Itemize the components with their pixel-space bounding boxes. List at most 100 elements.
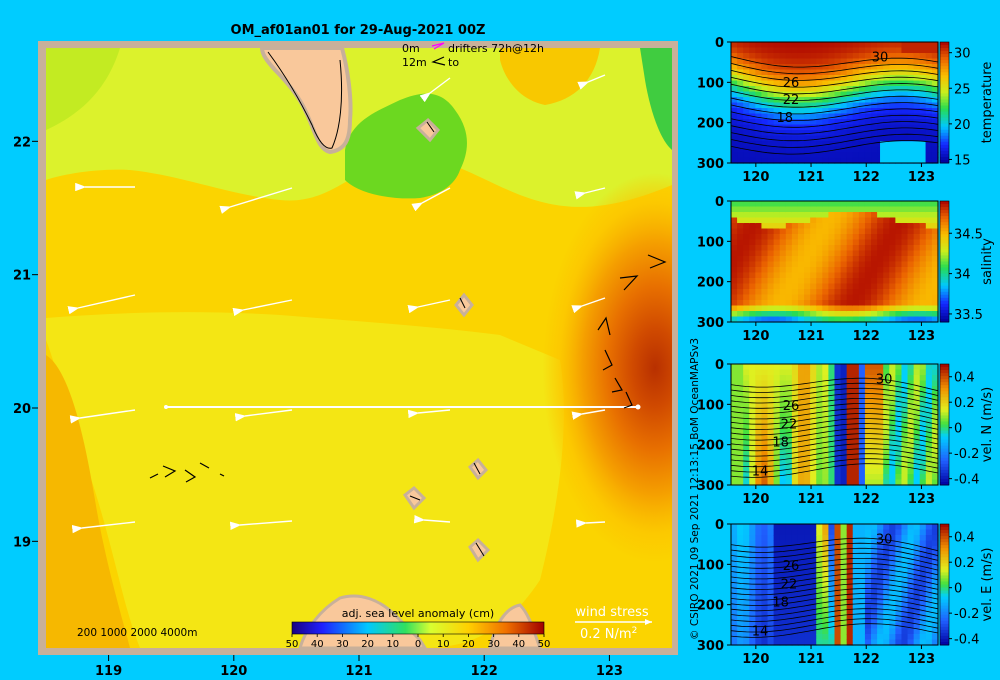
section-cell: [773, 80, 781, 87]
section-cell: [785, 441, 793, 448]
section-cell: [816, 479, 823, 486]
section-cell: [755, 375, 763, 382]
colorbar-tick-label: 10: [437, 639, 450, 650]
section-cell: [761, 364, 769, 371]
section-cell: [810, 524, 817, 531]
section-cell: [907, 601, 915, 608]
contour-label: 18: [772, 595, 789, 610]
colorbar-tick-label: 10: [386, 639, 399, 650]
section-cell: [797, 612, 805, 619]
section-cell: [761, 380, 769, 387]
section-cell: [767, 157, 775, 164]
section-y-tick-label: 100: [697, 558, 724, 573]
section-cell: [858, 234, 866, 241]
section-colorbar-cell: [940, 391, 949, 395]
section-cell: [913, 135, 921, 142]
section-cell: [931, 289, 939, 296]
section-cell: [749, 250, 756, 257]
section-cell: [858, 617, 866, 624]
section-cell: [846, 573, 854, 580]
section-cell: [773, 562, 781, 569]
section-cell: [852, 113, 860, 120]
section-cell: [816, 419, 823, 426]
section-cell: [761, 316, 769, 323]
section-cell: [737, 430, 744, 437]
section-cell: [901, 108, 909, 115]
section-cell: [834, 228, 842, 235]
section-cell: [737, 53, 744, 60]
section-cell: [767, 239, 775, 246]
section-cell: [816, 546, 823, 553]
section-cell: [919, 419, 927, 426]
svg-text:0.2 N/m2: 0.2 N/m2: [580, 626, 637, 642]
section-cell: [828, 223, 836, 230]
section-cell: [810, 141, 817, 148]
section-colorbar-cell: [940, 373, 949, 377]
section-cell: [913, 634, 921, 641]
section-cell: [925, 402, 933, 409]
section-cell: [889, 573, 896, 580]
section-colorbar-cell: [940, 66, 949, 70]
section-cell: [749, 375, 756, 382]
section-cell: [791, 278, 799, 285]
section-cell: [907, 540, 915, 547]
section-cell: [919, 119, 927, 126]
section-cell: [743, 223, 750, 230]
section-colorbar-cell: [940, 57, 949, 61]
section-cell: [919, 206, 927, 213]
section-cell: [755, 135, 763, 142]
section-cell: [767, 408, 775, 415]
section-cell: [864, 468, 872, 475]
section-colorbar-cell: [940, 608, 949, 613]
section-cell: [773, 408, 781, 415]
section-cell: [840, 75, 848, 82]
section-cell: [877, 130, 884, 137]
section-cell: [901, 239, 909, 246]
contour-line: [730, 588, 939, 601]
section-cell: [840, 305, 848, 312]
section-cell: [858, 590, 866, 597]
section-cell: [925, 130, 933, 137]
section-cell: [834, 245, 842, 252]
section-cell: [810, 397, 817, 404]
section-cell: [895, 228, 903, 235]
section-cell: [834, 606, 842, 613]
section-cell: [755, 562, 763, 569]
section-cell: [822, 391, 830, 398]
section-cell: [828, 311, 836, 318]
section-colorbar-cell: [940, 382, 949, 386]
section-cell: [791, 80, 799, 87]
section-cell: [797, 316, 805, 323]
section-cell: [858, 639, 866, 646]
section-cell: [797, 300, 805, 307]
section-colorbar-cell: [940, 84, 949, 88]
section-cell: [925, 135, 933, 142]
section-cell: [828, 623, 836, 630]
section-cell: [804, 529, 811, 536]
section-cell: [804, 58, 811, 65]
section-cell: [871, 97, 878, 104]
section-cell: [895, 424, 903, 431]
section-cell: [858, 146, 866, 153]
section-cell: [913, 375, 921, 382]
section-cell: [925, 80, 933, 87]
section-cell: [913, 69, 921, 76]
contour-line: [730, 403, 939, 416]
section-cell: [797, 47, 805, 54]
section-cell: [822, 562, 830, 569]
section-cell: [889, 474, 896, 481]
section-cell: [828, 300, 836, 307]
section-cell: [889, 311, 896, 318]
section-cell: [737, 584, 744, 591]
section-colorbar-tick-label: 0: [954, 422, 962, 437]
contour-label: 22: [783, 93, 800, 108]
section-cell: [907, 606, 915, 613]
section-cell: [864, 606, 872, 613]
section-cell: [791, 446, 799, 453]
section-cell: [791, 256, 799, 263]
section-cell: [828, 47, 836, 54]
section-cell: [773, 375, 781, 382]
section-cell: [828, 283, 836, 290]
section-cell: [755, 364, 763, 371]
section-cell: [871, 234, 878, 241]
